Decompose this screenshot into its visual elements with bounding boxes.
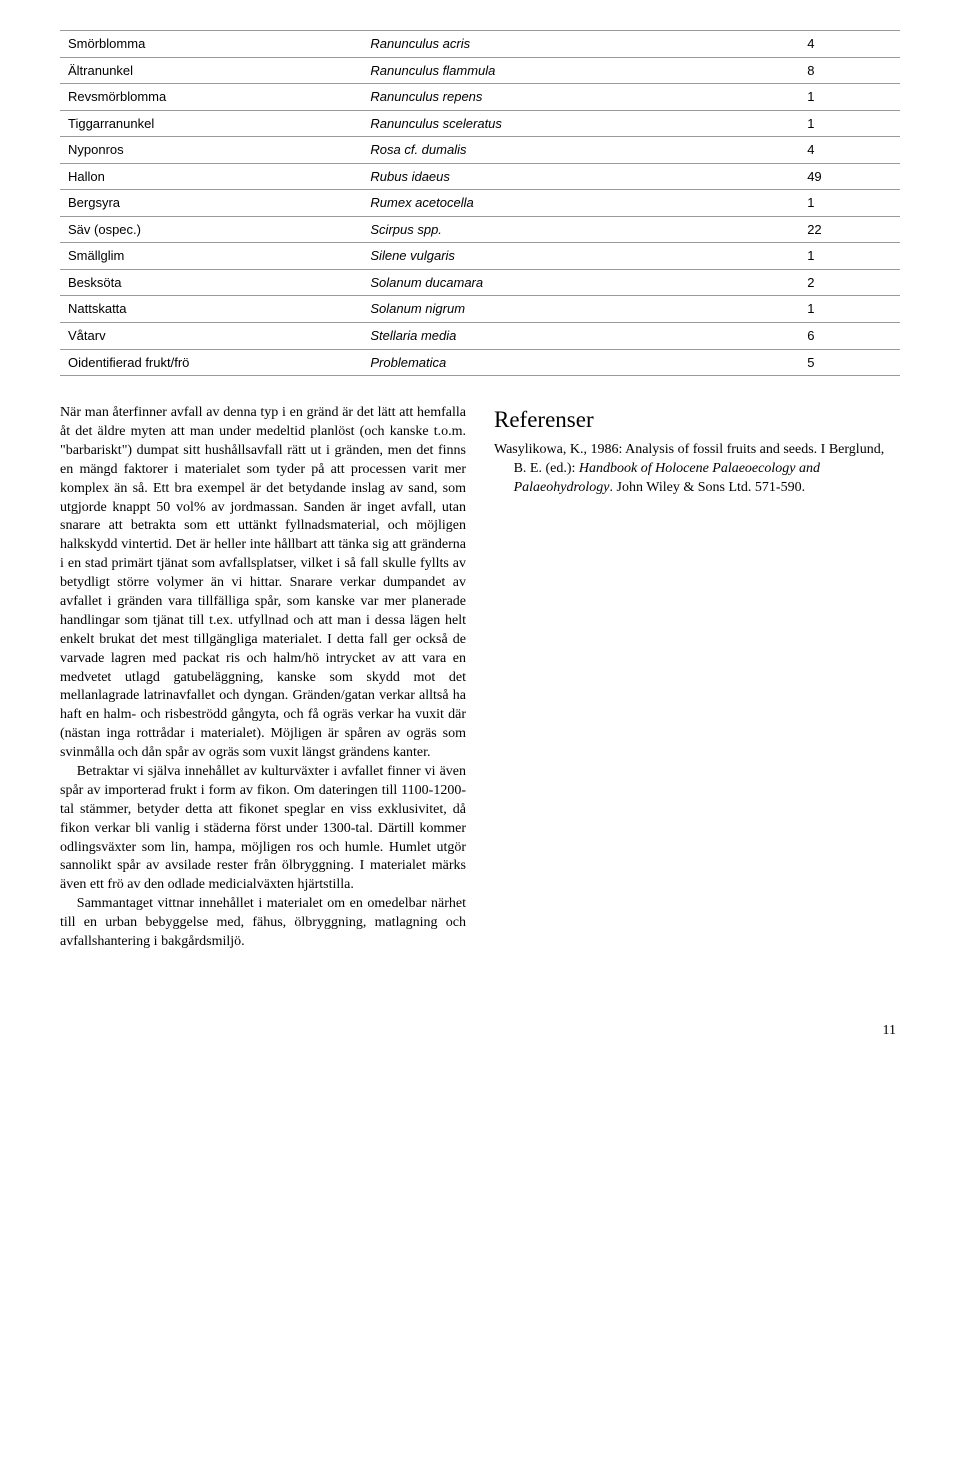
cell-count: 1 <box>799 190 900 217</box>
reference-entry: Wasylikowa, K., 1986: Analysis of fossil… <box>494 441 900 498</box>
table-row: HallonRubus idaeus49 <box>60 163 900 190</box>
paragraph-1: När man återfinner avfall av denna typ i… <box>60 404 466 763</box>
paragraph-3: Sammantaget vittnar innehållet i materia… <box>60 895 466 952</box>
cell-swedish-name: Smörblomma <box>60 31 362 58</box>
cell-latin-name: Silene vulgaris <box>362 243 799 270</box>
cell-swedish-name: Bergsyra <box>60 190 362 217</box>
cell-count: 6 <box>799 323 900 350</box>
species-table-body: SmörblommaRanunculus acris4ÄltranunkelRa… <box>60 31 900 376</box>
cell-latin-name: Ranunculus sceleratus <box>362 110 799 137</box>
table-row: Oidentifierad frukt/fröProblematica5 <box>60 349 900 376</box>
cell-swedish-name: Ältranunkel <box>60 57 362 84</box>
paragraph-2: Betraktar vi själva innehållet av kultur… <box>60 763 466 895</box>
table-row: NattskattaSolanum nigrum1 <box>60 296 900 323</box>
table-row: RevsmörblommaRanunculus repens1 <box>60 84 900 111</box>
two-column-layout: När man återfinner avfall av denna typ i… <box>60 404 900 952</box>
cell-latin-name: Solanum nigrum <box>362 296 799 323</box>
table-row: BergsyraRumex acetocella1 <box>60 190 900 217</box>
reference-suffix: . John Wiley & Sons Ltd. 571-590. <box>610 480 806 495</box>
cell-latin-name: Scirpus spp. <box>362 216 799 243</box>
table-row: VåtarvStellaria media6 <box>60 323 900 350</box>
cell-count: 8 <box>799 57 900 84</box>
table-row: NyponrosRosa cf. dumalis4 <box>60 137 900 164</box>
cell-swedish-name: Revsmörblomma <box>60 84 362 111</box>
references-column: Referenser Wasylikowa, K., 1986: Analysi… <box>494 404 900 952</box>
cell-latin-name: Problematica <box>362 349 799 376</box>
cell-count: 4 <box>799 31 900 58</box>
cell-swedish-name: Besksöta <box>60 269 362 296</box>
table-row: SmällglimSilene vulgaris1 <box>60 243 900 270</box>
cell-latin-name: Ranunculus repens <box>362 84 799 111</box>
cell-swedish-name: Smällglim <box>60 243 362 270</box>
cell-latin-name: Rubus idaeus <box>362 163 799 190</box>
cell-count: 1 <box>799 110 900 137</box>
table-row: TiggarranunkelRanunculus sceleratus1 <box>60 110 900 137</box>
cell-count: 49 <box>799 163 900 190</box>
cell-swedish-name: Oidentifierad frukt/frö <box>60 349 362 376</box>
cell-swedish-name: Våtarv <box>60 323 362 350</box>
cell-count: 22 <box>799 216 900 243</box>
table-row: SmörblommaRanunculus acris4 <box>60 31 900 58</box>
cell-latin-name: Ranunculus flammula <box>362 57 799 84</box>
page-number: 11 <box>60 1022 900 1041</box>
cell-swedish-name: Säv (ospec.) <box>60 216 362 243</box>
table-row: ÄltranunkelRanunculus flammula8 <box>60 57 900 84</box>
table-row: Säv (ospec.)Scirpus spp.22 <box>60 216 900 243</box>
cell-count: 1 <box>799 84 900 111</box>
cell-latin-name: Rosa cf. dumalis <box>362 137 799 164</box>
species-table: SmörblommaRanunculus acris4ÄltranunkelRa… <box>60 30 900 376</box>
cell-count: 2 <box>799 269 900 296</box>
cell-latin-name: Solanum ducamara <box>362 269 799 296</box>
cell-count: 4 <box>799 137 900 164</box>
cell-swedish-name: Tiggarranunkel <box>60 110 362 137</box>
cell-swedish-name: Nyponros <box>60 137 362 164</box>
cell-swedish-name: Nattskatta <box>60 296 362 323</box>
cell-latin-name: Stellaria media <box>362 323 799 350</box>
cell-count: 1 <box>799 296 900 323</box>
cell-latin-name: Ranunculus acris <box>362 31 799 58</box>
cell-count: 1 <box>799 243 900 270</box>
cell-count: 5 <box>799 349 900 376</box>
cell-latin-name: Rumex acetocella <box>362 190 799 217</box>
cell-swedish-name: Hallon <box>60 163 362 190</box>
table-row: BesksötaSolanum ducamara2 <box>60 269 900 296</box>
body-text-column: När man återfinner avfall av denna typ i… <box>60 404 466 952</box>
references-heading: Referenser <box>494 404 900 435</box>
